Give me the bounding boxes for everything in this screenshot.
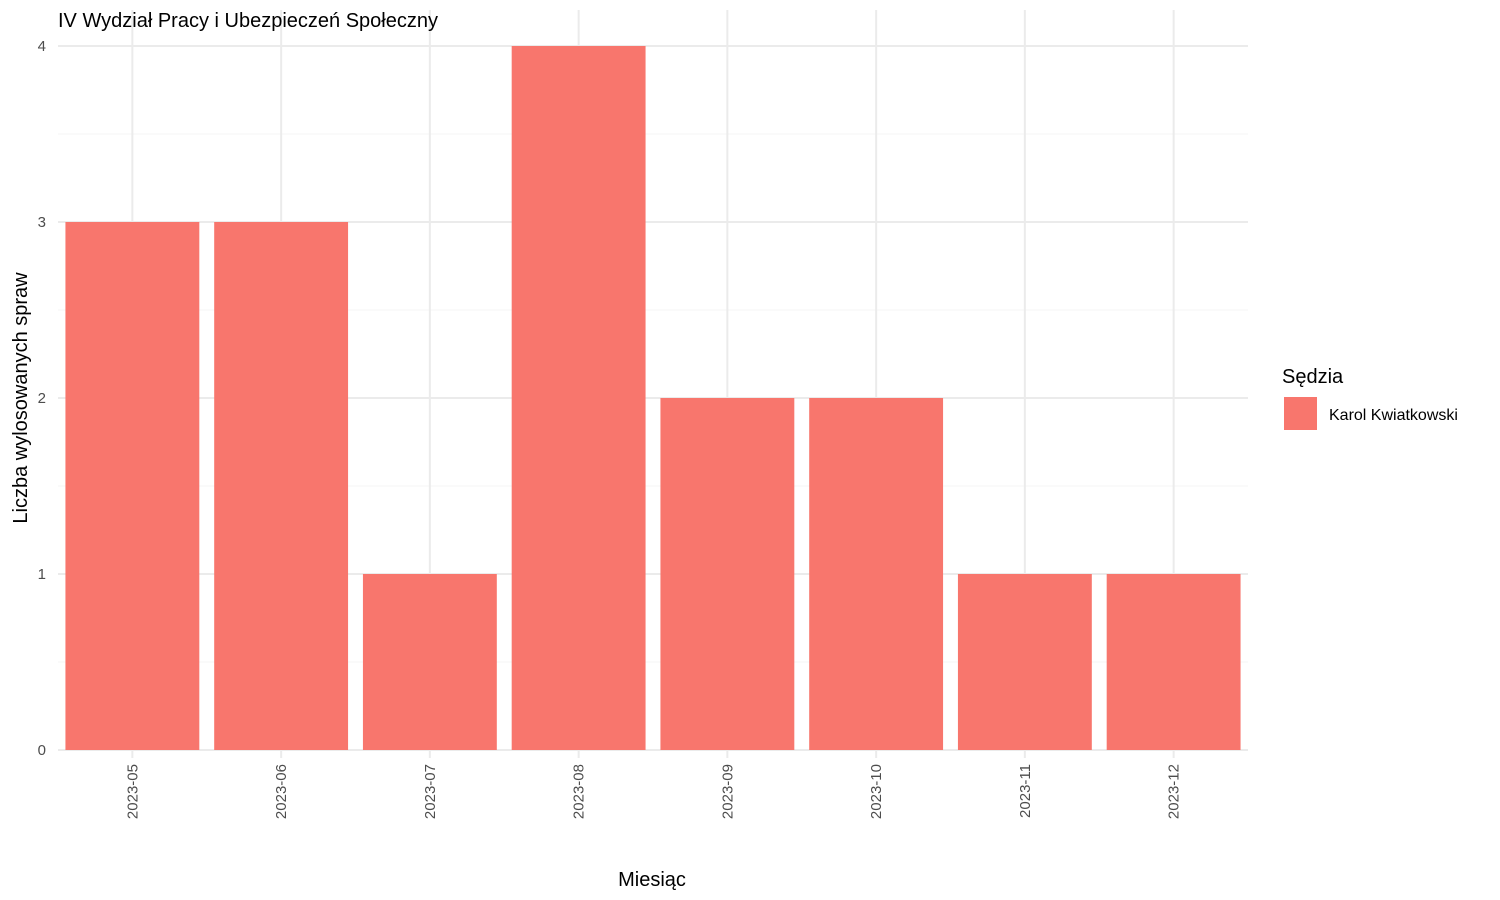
legend-title: Sędzia bbox=[1282, 366, 1344, 388]
bar-2023-05 bbox=[65, 222, 200, 750]
bar-2023-11 bbox=[957, 574, 1092, 750]
bar-2023-10 bbox=[809, 398, 944, 750]
y-tick-label: 0 bbox=[38, 742, 46, 759]
y-tick-label: 3 bbox=[38, 214, 46, 231]
legend-label-karol-kwiatkowski: Karol Kwiatkowski bbox=[1329, 407, 1458, 424]
bar-2023-08 bbox=[511, 46, 646, 750]
x-tick-label: 2023-09 bbox=[719, 764, 736, 819]
x-tick-label: 2023-05 bbox=[124, 764, 141, 819]
x-tick-label: 2023-10 bbox=[868, 764, 885, 819]
legend-key-karol-kwiatkowski bbox=[1284, 397, 1317, 430]
bar-2023-07 bbox=[362, 574, 497, 750]
y-tick-label: 2 bbox=[38, 390, 46, 407]
y-axis-ticks: 0 1 2 3 4 bbox=[38, 38, 46, 759]
x-tick-label: 2023-07 bbox=[422, 764, 439, 819]
chart-title: IV Wydział Pracy i Ubezpieczeń Społeczny bbox=[58, 10, 438, 32]
y-tick-label: 4 bbox=[38, 38, 46, 55]
x-tick-label: 2023-12 bbox=[1166, 764, 1183, 819]
bar-2023-09 bbox=[660, 398, 795, 750]
bar-2023-12 bbox=[1106, 574, 1241, 750]
bars bbox=[65, 46, 1241, 750]
legend: Sędzia Karol Kwiatkowski bbox=[1282, 366, 1458, 430]
y-axis-title: Liczba wylosowanych spraw bbox=[10, 272, 32, 524]
x-tick-label: 2023-06 bbox=[273, 764, 290, 819]
bar-2023-06 bbox=[214, 222, 349, 750]
x-tick-label: 2023-11 bbox=[1017, 764, 1034, 818]
x-axis-title: Miesiąc bbox=[618, 869, 686, 891]
y-tick-label: 1 bbox=[38, 566, 46, 583]
x-tick-label: 2023-08 bbox=[571, 764, 588, 819]
x-axis-ticks: 2023-05 2023-06 2023-07 2023-08 2023-09 2023-… bbox=[124, 764, 1182, 819]
